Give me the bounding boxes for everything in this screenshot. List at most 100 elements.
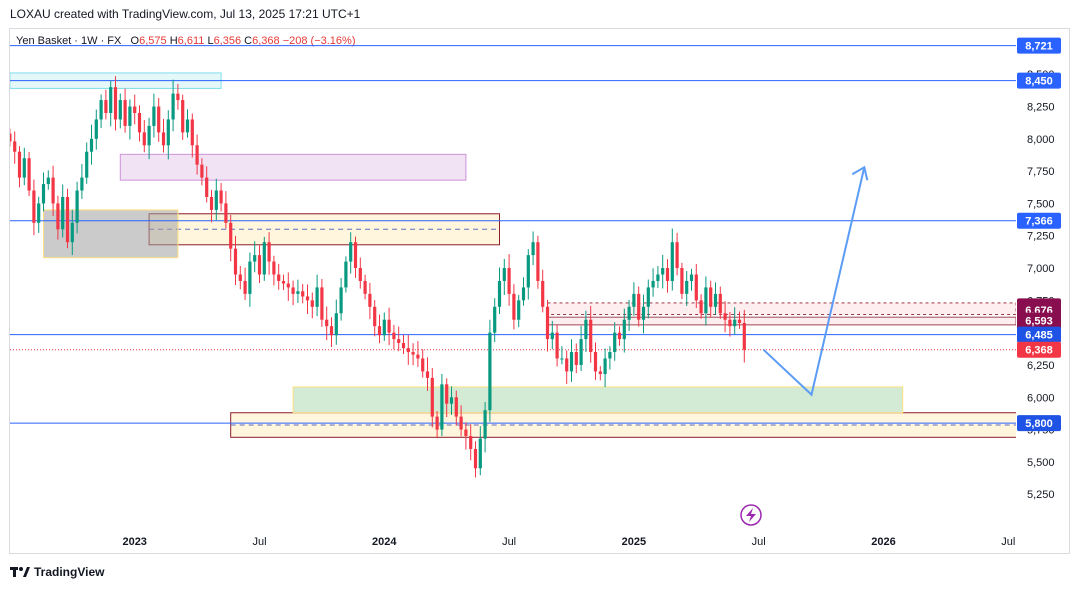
candle-body (291, 287, 295, 294)
candle-body (22, 158, 26, 178)
candle-body (670, 242, 674, 281)
tradingview-logo-icon (10, 566, 30, 578)
candle-body (459, 416, 463, 430)
price-tag-label: 8,721 (1025, 41, 1053, 53)
candle-body (637, 293, 641, 320)
candle-body (358, 268, 362, 281)
candle-body (315, 287, 319, 307)
candle-body (373, 306, 377, 327)
candle-body (27, 158, 31, 191)
candle-body (104, 100, 108, 113)
candle-body (680, 268, 684, 294)
y-tick-label: 5,250 (1027, 489, 1055, 501)
candle-body (675, 242, 679, 269)
candle-body (488, 332, 492, 411)
candle-body (353, 242, 358, 269)
candle-body (257, 255, 262, 275)
candle-body (411, 352, 415, 355)
chart-frame (9, 28, 1070, 554)
candle-body (339, 287, 343, 314)
green-demand-zone (292, 386, 904, 414)
price-tag (1017, 326, 1061, 343)
candle-body (334, 313, 338, 336)
candle-body (493, 306, 497, 333)
candle-body (147, 125, 151, 146)
candle-body (545, 306, 550, 340)
candle-body (435, 416, 439, 430)
x-tick-label: 2026 (871, 536, 895, 548)
candle-body (526, 255, 530, 288)
candle-body (416, 354, 420, 359)
candle-body (209, 196, 214, 210)
y-tick-label: 5,500 (1027, 457, 1055, 469)
candle-body (368, 293, 372, 307)
candle-body (128, 106, 132, 126)
x-tick-label: Jul (1001, 536, 1015, 548)
x-tick-label: 2023 (122, 536, 146, 548)
candle-body (329, 326, 334, 336)
candle-body (310, 300, 314, 307)
y-tick-label: 7,000 (1027, 263, 1055, 275)
candle-body (392, 332, 396, 340)
candle-body (248, 261, 252, 294)
candle-body (531, 242, 535, 256)
candle-body (267, 242, 271, 262)
candle-body (109, 87, 113, 113)
candle-body (195, 145, 199, 165)
footer-brand[interactable]: TradingView (10, 565, 104, 579)
low-value: 6,356 (213, 35, 242, 47)
candle-body (286, 283, 290, 288)
candle-body (421, 358, 425, 372)
y-tick-label: 8,250 (1027, 102, 1055, 114)
candle-body (305, 296, 310, 301)
symbol-name[interactable]: Yen Basket · 1W · FX (16, 35, 122, 47)
purple-target-zone (119, 153, 467, 181)
candle-body (565, 358, 569, 372)
candle-body (181, 100, 185, 133)
price-tag (1017, 212, 1061, 229)
open-label: O (130, 35, 140, 47)
candle-body (99, 100, 103, 120)
candle-body (133, 106, 137, 113)
x-tick-label: 2024 (372, 536, 397, 548)
candle-body (253, 255, 257, 262)
x-tick-label: Jul (752, 536, 766, 548)
candle-body (627, 306, 631, 320)
y-tick-label: 6,000 (1027, 392, 1055, 404)
candle-body (243, 280, 247, 294)
candle-body (473, 448, 478, 469)
y-tick-label: 7,750 (1027, 166, 1055, 178)
price-tag (1017, 312, 1061, 329)
candle-body (238, 274, 242, 281)
close-value: 6,368 (252, 35, 280, 47)
projection-arrowhead (851, 165, 869, 181)
candle-body (401, 342, 406, 349)
candle-body (113, 87, 118, 120)
candle-body (665, 268, 670, 281)
candle-body (377, 326, 382, 336)
candle-body (483, 410, 487, 439)
candle-body (651, 280, 655, 288)
symbol-legend[interactable]: Yen Basket · 1W · FX O6,575 H6,611 L6,35… (16, 35, 355, 47)
candle-body (579, 339, 583, 365)
candle-body (205, 177, 209, 197)
candle-body (685, 280, 689, 294)
candle-body (632, 293, 636, 307)
candle-body (171, 93, 175, 120)
candle-body (272, 261, 276, 275)
change-value: −208 (−3.16%) (282, 35, 356, 47)
candle-body (430, 377, 434, 417)
candle-body (502, 268, 506, 281)
candle-body (94, 119, 98, 139)
candle-body (704, 287, 708, 314)
candle-body (709, 287, 713, 307)
candle-body (608, 352, 612, 359)
candle-body (51, 177, 55, 204)
candle-body (61, 196, 65, 230)
lightning-icon[interactable] (740, 504, 762, 526)
candle-body (224, 203, 228, 223)
candle-body (449, 397, 454, 404)
candle-body (344, 261, 348, 288)
y-tick-label: 7,250 (1027, 231, 1055, 243)
